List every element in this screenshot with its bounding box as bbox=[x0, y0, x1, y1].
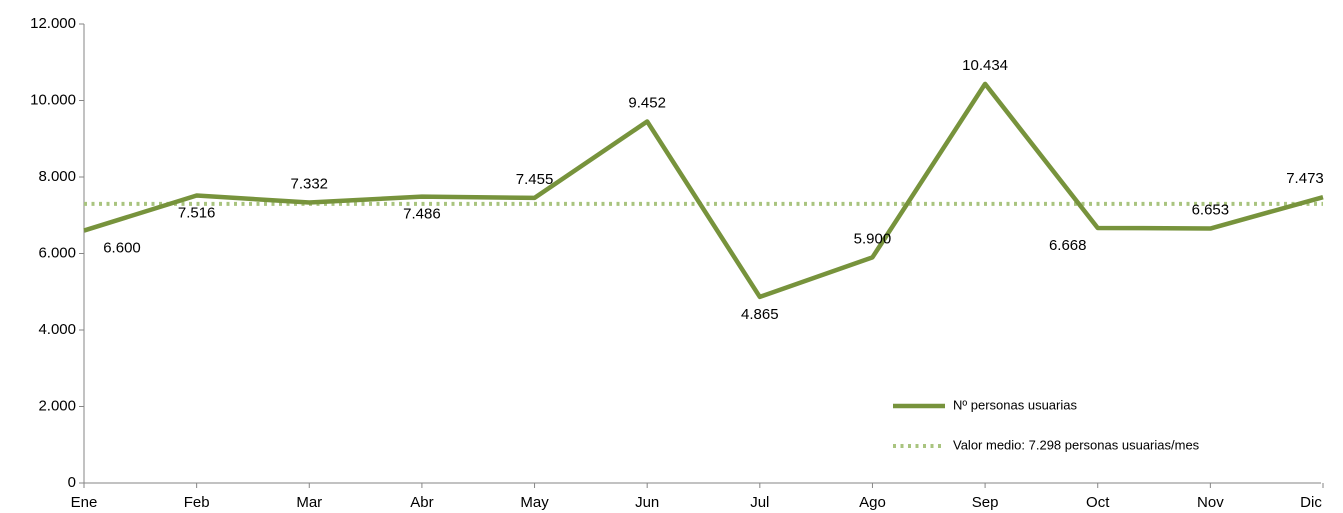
x-tick-label: Mar bbox=[296, 494, 322, 511]
data-label: 6.600 bbox=[103, 240, 141, 257]
y-tick-label: 4.000 bbox=[38, 321, 76, 338]
x-tick-label: Jun bbox=[635, 494, 659, 511]
x-tick-label: Oct bbox=[1086, 494, 1110, 511]
y-tick-label: 2.000 bbox=[38, 397, 76, 414]
data-label: 5.900 bbox=[854, 230, 892, 247]
data-label: 7.473 bbox=[1286, 170, 1324, 187]
x-tick-label: Abr bbox=[410, 494, 433, 511]
y-tick-label: 0 bbox=[68, 474, 76, 491]
x-tick-label: Dic bbox=[1300, 494, 1322, 511]
data-label: 6.668 bbox=[1049, 237, 1087, 254]
x-tick-label: May bbox=[520, 494, 549, 511]
x-tick-label: Feb bbox=[184, 494, 210, 511]
y-tick-label: 12.000 bbox=[30, 15, 76, 32]
y-tick-label: 6.000 bbox=[38, 244, 76, 261]
x-tick-label: Jul bbox=[750, 494, 769, 511]
x-tick-label: Nov bbox=[1197, 494, 1224, 511]
legend-label: Nº personas usuarias bbox=[953, 397, 1077, 412]
data-line bbox=[83, 81, 1324, 300]
data-label: 10.434 bbox=[962, 57, 1008, 74]
data-label: 7.455 bbox=[516, 171, 554, 188]
x-tick-label: Sep bbox=[972, 494, 999, 511]
data-label: 7.516 bbox=[178, 204, 216, 221]
data-label: 7.486 bbox=[403, 206, 441, 223]
legend-label: Valor medio: 7.298 personas usuarias/mes bbox=[953, 437, 1200, 452]
data-label: 7.332 bbox=[290, 176, 328, 193]
y-tick-label: 8.000 bbox=[38, 168, 76, 185]
data-label: 9.452 bbox=[628, 94, 666, 111]
x-tick-label: Ago bbox=[859, 494, 886, 511]
data-label: 6.653 bbox=[1192, 201, 1230, 218]
data-label: 4.865 bbox=[741, 306, 779, 323]
x-tick-label: Ene bbox=[71, 494, 98, 511]
y-tick-label: 10.000 bbox=[30, 91, 76, 108]
